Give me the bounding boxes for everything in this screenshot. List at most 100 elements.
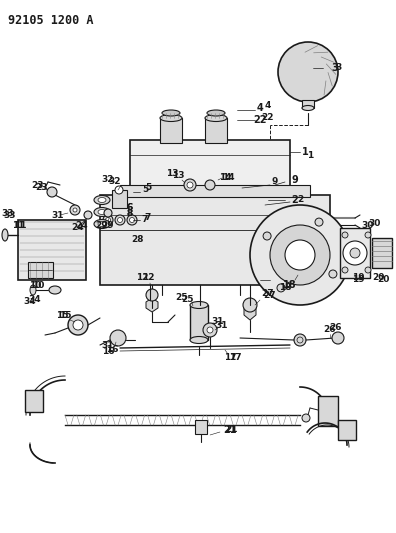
Circle shape (315, 218, 323, 226)
Ellipse shape (49, 286, 61, 294)
Circle shape (47, 187, 57, 197)
Circle shape (342, 267, 348, 273)
Circle shape (329, 270, 337, 278)
Circle shape (365, 232, 371, 238)
Text: 26: 26 (324, 326, 336, 335)
Ellipse shape (160, 115, 182, 122)
Text: 4: 4 (265, 101, 271, 110)
Circle shape (277, 284, 285, 292)
Circle shape (332, 332, 344, 344)
Text: 27: 27 (262, 288, 274, 297)
Text: 21: 21 (226, 425, 238, 434)
Circle shape (350, 248, 360, 258)
Text: 12: 12 (142, 273, 154, 282)
Bar (18, 220, 86, 280)
Text: 30: 30 (362, 221, 374, 230)
Text: 29: 29 (96, 222, 109, 230)
Text: 16: 16 (106, 345, 118, 354)
Ellipse shape (2, 229, 8, 241)
Circle shape (115, 215, 125, 225)
Text: 8: 8 (127, 208, 133, 217)
Bar (120, 185, 310, 197)
Circle shape (270, 225, 330, 285)
Bar (302, 100, 314, 108)
Circle shape (343, 241, 367, 265)
Ellipse shape (98, 198, 106, 203)
Text: 8: 8 (127, 208, 133, 217)
Text: 20: 20 (377, 276, 389, 285)
Text: 6: 6 (127, 203, 133, 212)
Text: 5: 5 (145, 183, 151, 192)
Text: 30: 30 (369, 219, 381, 228)
Text: 32: 32 (109, 177, 121, 187)
Circle shape (70, 205, 80, 215)
Circle shape (203, 323, 217, 337)
Circle shape (84, 211, 92, 219)
Ellipse shape (94, 220, 110, 229)
Bar (338, 420, 356, 440)
Circle shape (243, 298, 257, 312)
Bar (195, 420, 207, 434)
Bar (340, 228, 370, 278)
Circle shape (105, 217, 110, 222)
Text: 5: 5 (142, 185, 148, 195)
Text: 28: 28 (132, 236, 144, 245)
Bar (25, 390, 43, 412)
Polygon shape (146, 298, 158, 312)
Circle shape (207, 327, 213, 333)
Text: 23: 23 (32, 181, 44, 190)
Text: 25: 25 (182, 295, 194, 304)
Text: 3: 3 (335, 63, 341, 72)
Ellipse shape (98, 222, 106, 227)
Text: 9: 9 (291, 175, 298, 185)
Ellipse shape (98, 209, 106, 214)
Circle shape (294, 334, 306, 346)
Circle shape (184, 179, 196, 191)
Text: 34: 34 (29, 295, 41, 304)
Text: 31: 31 (52, 211, 64, 220)
Circle shape (146, 289, 158, 301)
Ellipse shape (190, 302, 208, 309)
Text: 29: 29 (102, 221, 114, 230)
Circle shape (302, 414, 310, 422)
Text: 23: 23 (36, 182, 48, 191)
Text: 26: 26 (329, 324, 341, 333)
Text: 17: 17 (228, 353, 241, 362)
Ellipse shape (162, 110, 180, 116)
Text: 11: 11 (14, 221, 26, 230)
Bar (190, 305, 208, 340)
Circle shape (285, 240, 315, 270)
Text: 15: 15 (56, 311, 68, 319)
Text: 11: 11 (12, 221, 24, 230)
Circle shape (342, 232, 348, 238)
Text: 33: 33 (4, 211, 16, 220)
Ellipse shape (190, 336, 208, 343)
Polygon shape (244, 303, 256, 320)
Text: 92105 1200 A: 92105 1200 A (8, 14, 93, 27)
Text: 19: 19 (352, 276, 364, 285)
Bar (130, 140, 290, 195)
Text: 7: 7 (142, 215, 148, 224)
Text: 20: 20 (372, 273, 384, 282)
Text: 31: 31 (212, 318, 224, 327)
Text: 17: 17 (224, 353, 236, 362)
Text: 22: 22 (262, 114, 274, 123)
Ellipse shape (207, 110, 225, 116)
Bar (112, 190, 127, 208)
Circle shape (73, 320, 83, 330)
Text: 18: 18 (283, 280, 297, 290)
Circle shape (127, 215, 137, 225)
Circle shape (115, 186, 123, 194)
Text: 15: 15 (59, 311, 71, 319)
Circle shape (118, 217, 122, 222)
Text: 12: 12 (136, 273, 148, 282)
Circle shape (129, 217, 135, 222)
Text: 33: 33 (2, 208, 14, 217)
Text: 14: 14 (219, 174, 231, 182)
Text: 24: 24 (72, 222, 84, 231)
Text: 27: 27 (264, 290, 276, 300)
Text: 24: 24 (76, 221, 88, 230)
Text: 25: 25 (176, 294, 188, 303)
Text: 21: 21 (223, 425, 237, 435)
Bar (28, 262, 53, 278)
